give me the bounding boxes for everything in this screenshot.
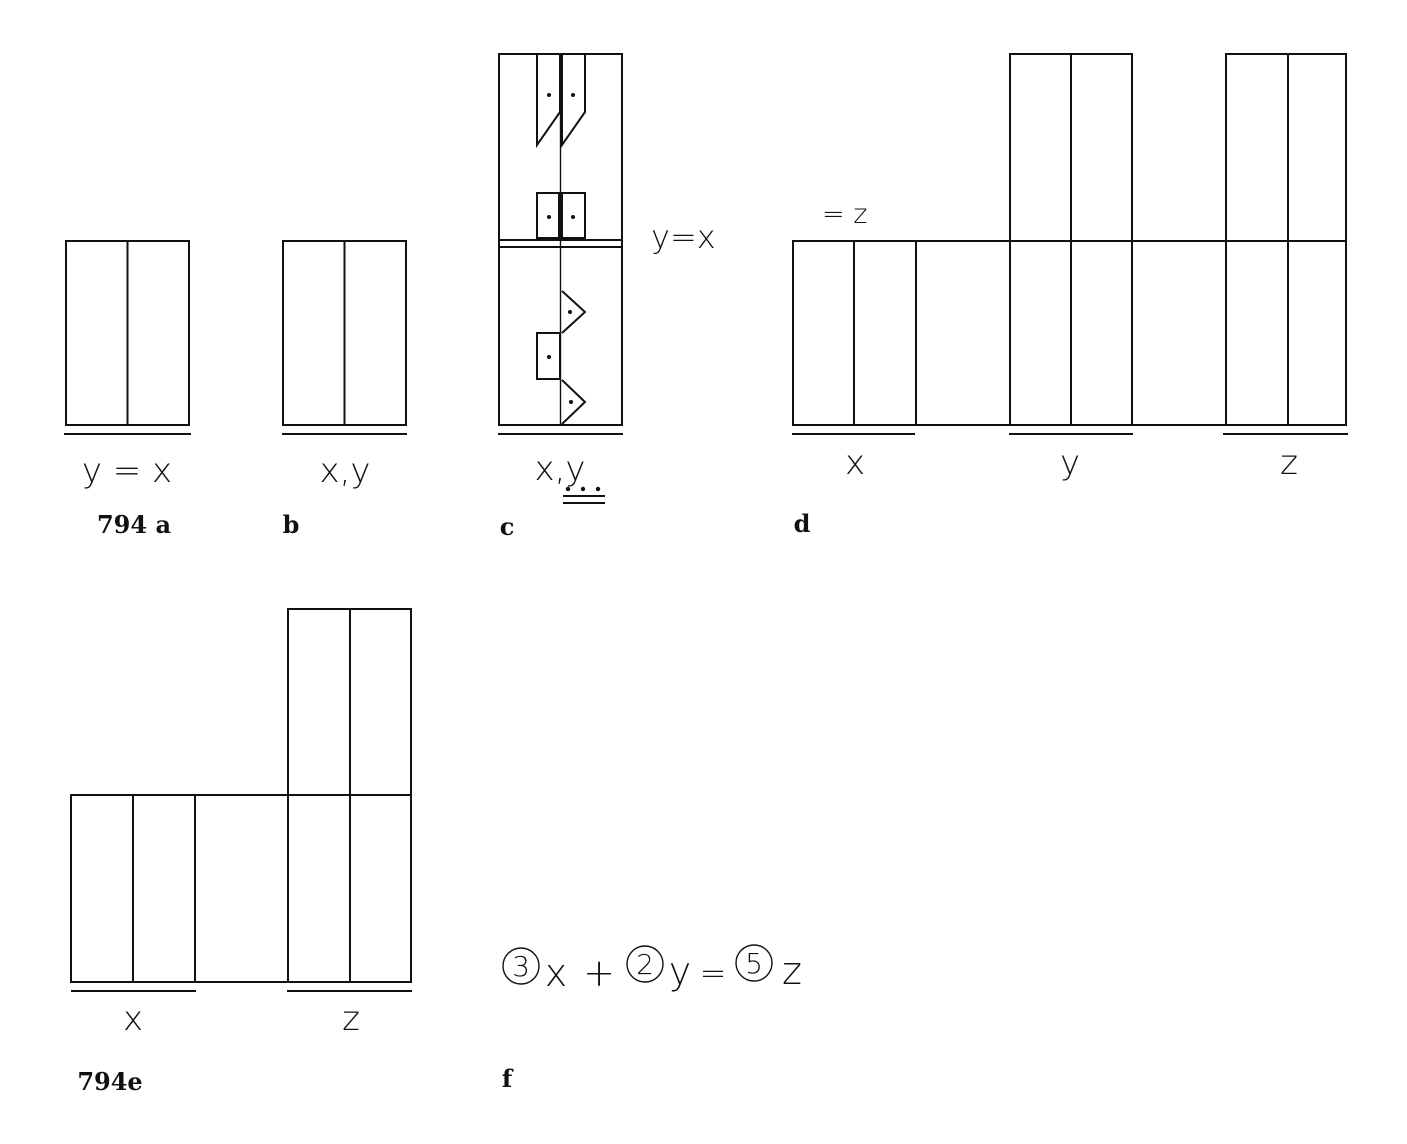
direction-sign-right bbox=[561, 53, 586, 149]
hold-sign-right bbox=[561, 192, 586, 239]
plus-sign: + bbox=[583, 951, 615, 995]
dot bbox=[547, 215, 551, 219]
direction-sign-left bbox=[536, 53, 561, 149]
coefficient-x: 3 bbox=[512, 950, 530, 983]
panel-d: = z x y z d bbox=[792, 53, 1348, 538]
coefficient-z: 5 bbox=[745, 947, 763, 980]
caption-d: d bbox=[794, 509, 811, 538]
dot bbox=[571, 215, 575, 219]
hold-sign-left bbox=[536, 192, 560, 239]
panel-c: x,y y=x c bbox=[498, 53, 716, 541]
label-d-y: y bbox=[1060, 443, 1080, 483]
caption-b: b bbox=[283, 510, 300, 539]
staff-e-base bbox=[70, 794, 412, 983]
dot bbox=[569, 400, 573, 404]
pin-sign-upper bbox=[561, 290, 587, 334]
equation: 3 x + 2 y = 5 z bbox=[502, 944, 802, 995]
label-e-z: z bbox=[342, 999, 360, 1039]
coefficient-circle-y bbox=[626, 945, 664, 983]
label-b: x,y bbox=[319, 451, 370, 491]
dot bbox=[595, 486, 601, 492]
var-x: x bbox=[545, 951, 568, 995]
equals-sign: = bbox=[700, 954, 727, 992]
label-a: y = x bbox=[82, 451, 172, 491]
dot bbox=[547, 355, 551, 359]
staff-d-base bbox=[792, 240, 1347, 426]
dot bbox=[565, 486, 571, 492]
pin-sign-lower bbox=[561, 379, 587, 425]
staff-e-z-raised bbox=[287, 608, 412, 795]
staff-d-z-raised bbox=[1225, 53, 1347, 241]
var-y: y bbox=[669, 949, 692, 993]
label-e-x: x bbox=[123, 999, 143, 1039]
side-label-c: y=x bbox=[651, 218, 716, 256]
caption-a: 794 a bbox=[97, 510, 171, 539]
dot bbox=[580, 486, 586, 492]
label-c: x,y bbox=[534, 449, 585, 489]
label-d-x: x bbox=[845, 443, 865, 483]
hold-sign-middle bbox=[536, 332, 561, 380]
var-z: z bbox=[782, 949, 802, 993]
staff-d-y-raised bbox=[1009, 53, 1133, 241]
caption-e: 794e bbox=[77, 1067, 142, 1096]
label-d-z: z bbox=[1280, 443, 1298, 483]
panel-b: x,y b bbox=[282, 240, 407, 539]
dot bbox=[547, 93, 551, 97]
coefficient-y: 2 bbox=[636, 948, 654, 981]
caption-f: f bbox=[502, 1064, 514, 1093]
dot bbox=[571, 93, 575, 97]
coefficient-circle-z bbox=[735, 944, 773, 982]
dot bbox=[568, 310, 572, 314]
top-label-d: = z bbox=[822, 199, 867, 230]
panel-a: y = x 794 a bbox=[64, 240, 191, 539]
caption-c: c bbox=[500, 512, 515, 541]
coefficient-circle-x bbox=[502, 947, 540, 985]
panel-e: x z 794e bbox=[70, 608, 412, 1096]
panel-f: 3 x + 2 y = 5 z f bbox=[502, 944, 802, 1093]
